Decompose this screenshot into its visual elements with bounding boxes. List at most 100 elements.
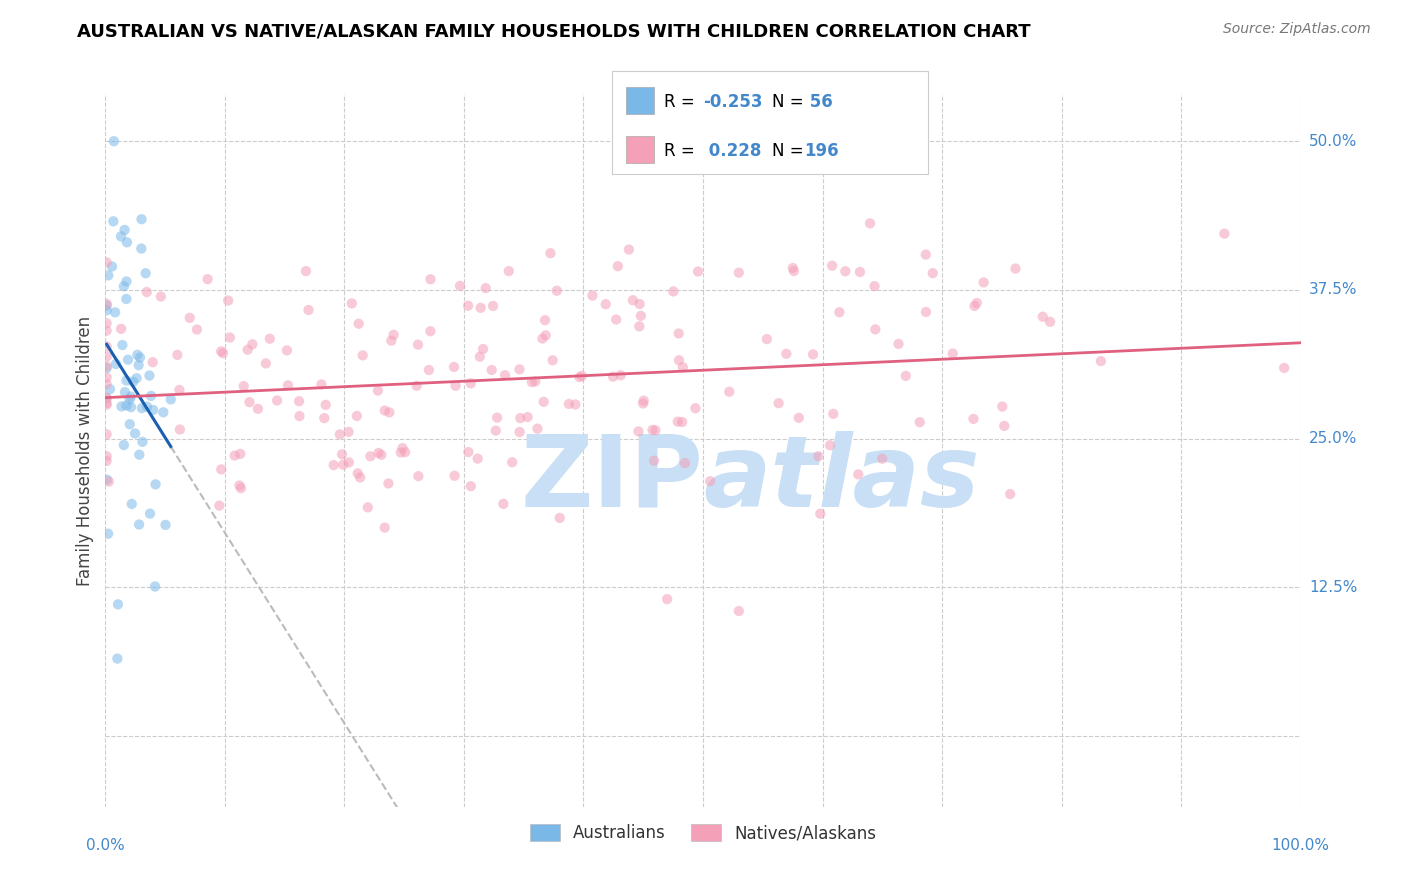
Point [508,362,530,376]
Point [169,423,191,437]
Point [520,375,543,389]
Point [1090,354,1112,368]
Point [96,391,118,405]
Text: 25.0%: 25.0% [1309,431,1357,446]
Point [998,487,1021,501]
Point [236,343,259,357]
Point [666,415,689,429]
Point [96,324,118,338]
Point [474,281,496,295]
Point [240,337,263,351]
Point [807,450,830,464]
Point [96,398,118,412]
Point [96,473,118,487]
Point [138,368,160,383]
Point [389,445,412,459]
Point [457,299,479,313]
Text: -0.253: -0.253 [703,93,762,112]
Point [394,445,416,459]
Point [801,347,824,361]
Point [457,445,479,459]
Point [96,255,118,269]
Point [1032,310,1054,324]
Point [468,350,491,364]
Point [498,264,520,278]
Point [718,384,741,399]
Text: R =: R = [664,143,700,161]
Text: 196: 196 [804,143,839,161]
Point [288,394,311,409]
Point [546,284,568,298]
Point [246,401,269,416]
Legend: Australians, Natives/Alaskans: Australians, Natives/Alaskans [523,817,883,849]
Point [149,289,172,303]
Text: 0.228: 0.228 [703,143,762,161]
Point [97,268,120,283]
Point [288,409,311,423]
Point [96,370,118,384]
Point [671,415,693,429]
Point [96,350,118,364]
Point [963,299,986,313]
Point [98,382,121,396]
Text: 37.5%: 37.5% [1309,283,1357,297]
Text: 56: 56 [804,93,832,112]
Point [120,390,142,404]
Point [254,356,277,370]
Point [782,260,804,275]
Point [128,448,150,462]
Point [118,392,141,407]
Point [686,264,709,278]
Point [96,359,118,374]
Point [186,322,208,336]
Point [155,517,177,532]
Point [97,526,120,541]
Point [380,334,402,348]
Point [96,449,118,463]
Point [117,352,139,367]
Point [217,293,239,308]
Point [219,330,242,344]
Point [609,368,631,383]
Point [538,246,561,260]
Point [107,651,129,665]
Point [209,344,232,359]
Text: 100.0%: 100.0% [1271,838,1330,853]
Point [96,303,118,318]
Point [337,425,360,439]
Point [142,403,165,417]
Point [357,500,380,515]
Point [668,353,690,368]
Point [606,259,628,273]
Text: 50.0%: 50.0% [1309,134,1357,149]
Point [908,415,931,429]
Point [107,598,129,612]
Point [605,312,627,326]
Point [887,337,910,351]
Point [419,324,441,338]
Point [644,423,666,437]
Point [662,285,685,299]
Point [942,346,965,360]
Point [96,339,118,353]
Point [374,520,396,534]
Point [492,497,515,511]
Point [482,299,505,313]
Point [470,301,492,315]
Point [112,438,135,452]
Text: Source: ZipAtlas.com: Source: ZipAtlas.com [1223,22,1371,37]
Point [152,405,174,419]
Point [224,449,246,463]
Point [297,303,319,318]
Point [125,371,148,385]
Point [96,361,118,376]
Point [277,378,299,392]
Point [630,309,652,323]
Text: R =: R = [664,93,700,112]
Point [374,403,396,417]
Point [110,229,132,244]
Point [259,332,281,346]
Point [863,279,886,293]
Point [534,328,557,343]
Point [139,507,162,521]
